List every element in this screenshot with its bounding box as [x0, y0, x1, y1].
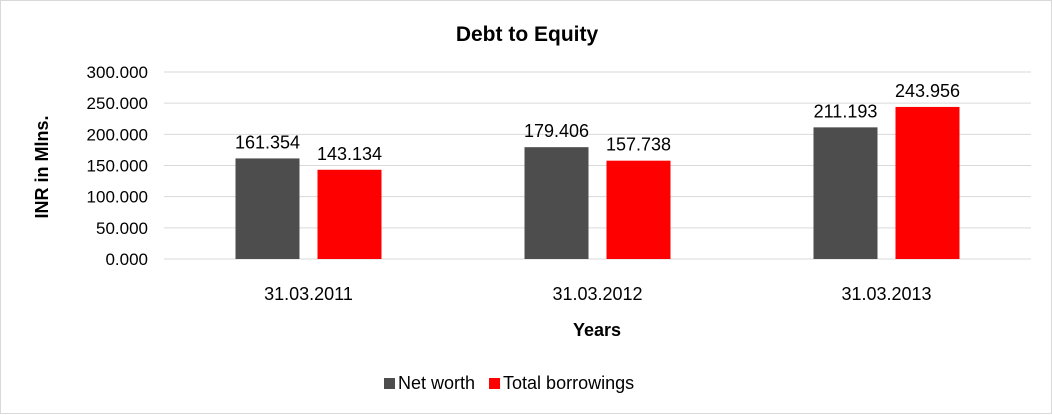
bar-total-borrowings [317, 169, 382, 259]
x-axis-title: Years [573, 320, 621, 340]
y-tick-label: 150.000 [87, 157, 148, 176]
data-label: 211.193 [814, 101, 878, 121]
legend-label: Total borrowings [503, 373, 634, 393]
data-labels: 161.354 143.134 179.406 157.738 211.193 243.9… [235, 81, 960, 164]
y-tick-label: 250.000 [87, 94, 148, 113]
y-tick-label: 0.000 [105, 250, 148, 269]
y-axis-ticks: 0.000 50.000 100.000 150.000 200.000 250.000 3… [87, 63, 148, 269]
bars [235, 106, 960, 260]
x-category-label: 31.03.2013 [841, 284, 931, 304]
data-label: 143.134 [317, 144, 382, 164]
y-tick-label: 300.000 [87, 63, 148, 82]
legend-swatch-total-borrowings [489, 378, 501, 389]
legend: Net worth Total borrowings [384, 373, 634, 393]
bar-net-worth [524, 147, 589, 259]
bar-total-borrowings [895, 106, 960, 260]
bar-net-worth [813, 127, 878, 260]
y-tick-label: 50.000 [96, 219, 148, 238]
gridlines [164, 71, 1031, 260]
y-tick-label: 200.000 [87, 125, 148, 144]
x-axis-categories: 31.03.2011 31.03.2012 31.03.2013 [264, 284, 931, 304]
bar-total-borrowings [606, 160, 671, 259]
data-label: 243.956 [895, 81, 960, 101]
data-label: 157.738 [606, 135, 671, 155]
data-label: 161.354 [235, 132, 300, 152]
x-category-label: 31.03.2012 [552, 284, 642, 304]
legend-swatch-net-worth [384, 378, 395, 389]
data-label: 179.406 [524, 121, 589, 141]
chart-title: Debt to Equity [456, 23, 599, 46]
y-axis-title: INR in Mlns. [32, 116, 52, 219]
legend-label: Net worth [398, 373, 475, 393]
y-tick-label: 100.000 [87, 188, 148, 207]
x-category-label: 31.03.2011 [264, 284, 353, 304]
bar-net-worth [235, 158, 300, 259]
